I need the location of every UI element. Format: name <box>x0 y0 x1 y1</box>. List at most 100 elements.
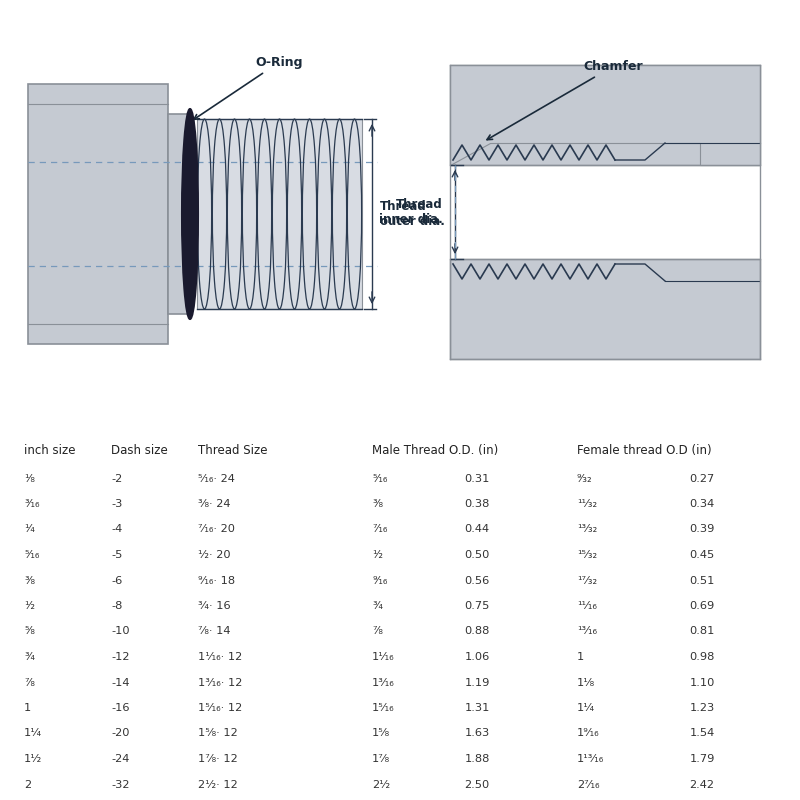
Text: -5: -5 <box>111 550 122 560</box>
Text: ⁷⁄₈: ⁷⁄₈ <box>372 626 383 637</box>
Text: ¹⁄₂: ¹⁄₂ <box>372 550 383 560</box>
Text: ¹³⁄₁₆: ¹³⁄₁₆ <box>577 626 597 637</box>
Text: 2¹⁄₂· 12: 2¹⁄₂· 12 <box>198 779 238 790</box>
Text: ⁵⁄₁₆: ⁵⁄₁₆ <box>24 550 39 560</box>
Text: ¹⁄₂· 20: ¹⁄₂· 20 <box>198 550 230 560</box>
Text: -20: -20 <box>111 729 130 738</box>
Text: 1.88: 1.88 <box>464 754 490 764</box>
Text: 1: 1 <box>24 703 31 713</box>
Text: ¹¹⁄₁₆: ¹¹⁄₁₆ <box>577 601 597 611</box>
Text: ⁵⁄₈: ⁵⁄₈ <box>24 626 35 637</box>
Text: 0.34: 0.34 <box>690 499 715 509</box>
Text: 0.45: 0.45 <box>690 550 715 560</box>
Text: 1⁵⁄₈: 1⁵⁄₈ <box>372 729 390 738</box>
Text: 0.69: 0.69 <box>690 601 715 611</box>
Text: 0.98: 0.98 <box>690 652 715 662</box>
Text: 0.56: 0.56 <box>464 575 490 586</box>
Text: ⁹⁄₃₂: ⁹⁄₃₂ <box>577 474 593 483</box>
Text: ³⁄₄: ³⁄₄ <box>372 601 383 611</box>
Text: O-Ring: O-Ring <box>194 56 302 119</box>
Text: 1.06: 1.06 <box>464 652 490 662</box>
Text: ¹⁄₂: ¹⁄₂ <box>24 601 35 611</box>
Text: 1⁷⁄₈: 1⁷⁄₈ <box>372 754 390 764</box>
Text: 0.27: 0.27 <box>690 474 715 483</box>
Text: Male Thread O.D. (in): Male Thread O.D. (in) <box>372 444 498 457</box>
Text: ¹⁄₈: ¹⁄₈ <box>24 474 35 483</box>
Text: ⁷⁄₁₆: ⁷⁄₁₆ <box>372 525 387 534</box>
Text: 0.38: 0.38 <box>464 499 490 509</box>
Text: ¹⁵⁄₃₂: ¹⁵⁄₃₂ <box>577 550 597 560</box>
Text: Thread
inner dia.: Thread inner dia. <box>379 198 443 226</box>
Text: 0.31: 0.31 <box>464 474 490 483</box>
Text: 1.10: 1.10 <box>690 678 715 687</box>
Polygon shape <box>450 65 760 165</box>
Text: ⁷⁄₁₆· 20: ⁷⁄₁₆· 20 <box>198 525 235 534</box>
Text: 2.42: 2.42 <box>690 779 714 790</box>
Text: -12: -12 <box>111 652 130 662</box>
Text: 1.79: 1.79 <box>690 754 715 764</box>
Text: ⁷⁄₈· 14: ⁷⁄₈· 14 <box>198 626 230 637</box>
Text: 2: 2 <box>24 779 31 790</box>
Text: 2⁷⁄₁₆: 2⁷⁄₁₆ <box>577 779 599 790</box>
Text: 0.50: 0.50 <box>464 550 490 560</box>
Text: 1³⁄₁₆: 1³⁄₁₆ <box>372 678 395 687</box>
Text: 2¹⁄₂: 2¹⁄₂ <box>372 779 390 790</box>
Text: -8: -8 <box>111 601 122 611</box>
Text: 0.44: 0.44 <box>464 525 490 534</box>
Bar <box>197 119 362 309</box>
Bar <box>28 84 168 344</box>
Text: 2.50: 2.50 <box>464 779 490 790</box>
Text: ⁷⁄₈: ⁷⁄₈ <box>24 678 35 687</box>
Text: Female thread O.D (in): Female thread O.D (in) <box>577 444 711 457</box>
Text: 1¹⁄₈: 1¹⁄₈ <box>577 678 595 687</box>
Text: 0.81: 0.81 <box>690 626 715 637</box>
Text: ¹¹⁄₃₂: ¹¹⁄₃₂ <box>577 499 597 509</box>
Text: 1⁷⁄₈· 12: 1⁷⁄₈· 12 <box>198 754 238 764</box>
Text: inch size: inch size <box>24 444 75 457</box>
Text: 1⁹⁄₁₆: 1⁹⁄₁₆ <box>577 729 599 738</box>
Polygon shape <box>450 259 760 359</box>
Text: Chamfer: Chamfer <box>487 60 642 140</box>
Text: 1⁵⁄₁₆· 12: 1⁵⁄₁₆· 12 <box>198 703 242 713</box>
Polygon shape <box>450 65 760 165</box>
Text: ¹⁄₄: ¹⁄₄ <box>24 525 35 534</box>
Text: 1¹⁄₂: 1¹⁄₂ <box>24 754 42 764</box>
Text: 1¹⁄₄: 1¹⁄₄ <box>24 729 42 738</box>
Text: -3: -3 <box>111 499 122 509</box>
Text: ¹³⁄₃₂: ¹³⁄₃₂ <box>577 525 598 534</box>
Text: -32: -32 <box>111 779 130 790</box>
Text: 1.23: 1.23 <box>690 703 715 713</box>
Bar <box>168 114 190 314</box>
Text: ³⁄₈· 24: ³⁄₈· 24 <box>198 499 230 509</box>
Text: ⁵⁄₁₆· 24: ⁵⁄₁₆· 24 <box>198 474 235 483</box>
Text: ³⁄₄: ³⁄₄ <box>24 652 35 662</box>
Text: 1⁵⁄₁₆: 1⁵⁄₁₆ <box>372 703 394 713</box>
Text: 1.31: 1.31 <box>464 703 490 713</box>
Text: ⁹⁄₁₆· 18: ⁹⁄₁₆· 18 <box>198 575 235 586</box>
Text: -4: -4 <box>111 525 122 534</box>
Text: 1: 1 <box>577 652 584 662</box>
Ellipse shape <box>182 109 198 319</box>
Text: 1.63: 1.63 <box>464 729 490 738</box>
Text: Thread
outer dia.: Thread outer dia. <box>380 200 445 228</box>
Text: ⁹⁄₁₆: ⁹⁄₁₆ <box>372 575 387 586</box>
Text: -24: -24 <box>111 754 130 764</box>
Text: -6: -6 <box>111 575 122 586</box>
Text: ³⁄₁₆: ³⁄₁₆ <box>24 499 39 509</box>
Text: -2: -2 <box>111 474 122 483</box>
Text: ³⁄₄· 16: ³⁄₄· 16 <box>198 601 230 611</box>
Text: ⁵⁄₁₆: ⁵⁄₁₆ <box>372 474 387 483</box>
Text: 1.19: 1.19 <box>464 678 490 687</box>
Text: -14: -14 <box>111 678 130 687</box>
Text: 0.51: 0.51 <box>690 575 715 586</box>
Text: 0.88: 0.88 <box>464 626 490 637</box>
Text: 1¹⁄₁₆· 12: 1¹⁄₁₆· 12 <box>198 652 242 662</box>
Text: -16: -16 <box>111 703 130 713</box>
Text: Thread Size: Thread Size <box>198 444 267 457</box>
Text: ¹⁷⁄₃₂: ¹⁷⁄₃₂ <box>577 575 597 586</box>
Text: ³⁄₈: ³⁄₈ <box>24 575 35 586</box>
Text: 0.75: 0.75 <box>464 601 490 611</box>
Text: -10: -10 <box>111 626 130 637</box>
Text: ³⁄₈: ³⁄₈ <box>372 499 383 509</box>
Text: Dash size: Dash size <box>111 444 168 457</box>
